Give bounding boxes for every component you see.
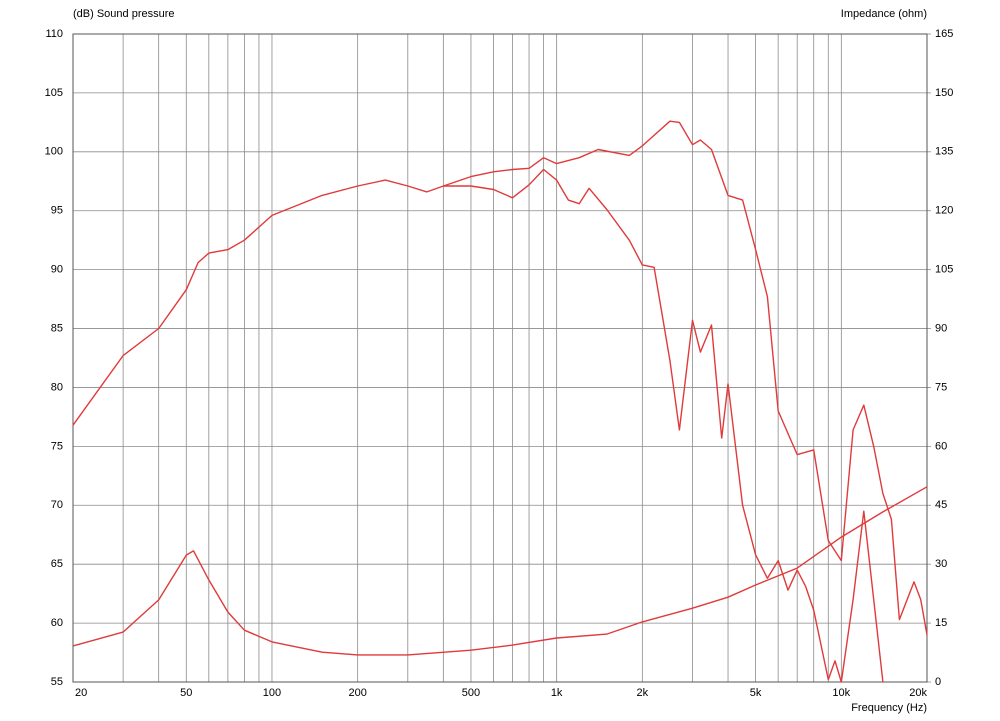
y-tick-label: 85: [51, 322, 63, 334]
x-tick-label: 5k: [750, 687, 762, 699]
x-tick-label: 50: [180, 687, 192, 699]
y2-tick-label: 75: [935, 381, 947, 393]
line-series: [72, 486, 928, 656]
plot-frame: [72, 33, 928, 683]
y2-tick-label: 105: [935, 264, 953, 276]
y-tick-label: 80: [51, 381, 63, 393]
y2-tick-label: 0: [935, 676, 941, 688]
y2-tick-label: 90: [935, 322, 947, 334]
y-tick-label: 65: [51, 558, 63, 570]
y2-axis-label: Impedance (ohm): [841, 8, 927, 20]
y2-tick-label: 15: [935, 617, 947, 629]
y-tick-label: 70: [51, 499, 63, 511]
y-tick-label: 95: [51, 205, 63, 217]
x-tick-label: 500: [462, 687, 480, 699]
y2-tick-label: 165: [935, 28, 953, 40]
x-axis-label: Frequency (Hz): [851, 702, 927, 714]
x-tick-label: 100: [263, 687, 281, 699]
y-tick-label: 55: [51, 676, 63, 688]
y-axis-label: (dB) Sound pressure: [73, 8, 175, 20]
x-tick-label: 10k: [832, 687, 850, 699]
y2-tick-label: 150: [935, 87, 953, 99]
x-tick-label: 200: [348, 687, 366, 699]
y-tick-label: 105: [45, 87, 63, 99]
y2-tick-label: 60: [935, 440, 947, 452]
y-tick-label: 60: [51, 617, 63, 629]
y2-tick-label: 45: [935, 499, 947, 511]
x-tick-label: 2k: [637, 687, 649, 699]
x-tick-label: 20: [75, 687, 87, 699]
y2-tick-label: 120: [935, 205, 953, 217]
y2-tick-label: 135: [935, 146, 953, 158]
y-tick-label: 100: [45, 146, 63, 158]
y-tick-label: 90: [51, 264, 63, 276]
x-tick-label: 20k: [909, 687, 927, 699]
y-tick-label: 75: [51, 440, 63, 452]
line-series: [443, 168, 884, 683]
y2-tick-label: 30: [935, 558, 947, 570]
line-series: [72, 120, 928, 636]
y-tick-label: 110: [45, 28, 63, 40]
x-tick-label: 1k: [551, 687, 563, 699]
